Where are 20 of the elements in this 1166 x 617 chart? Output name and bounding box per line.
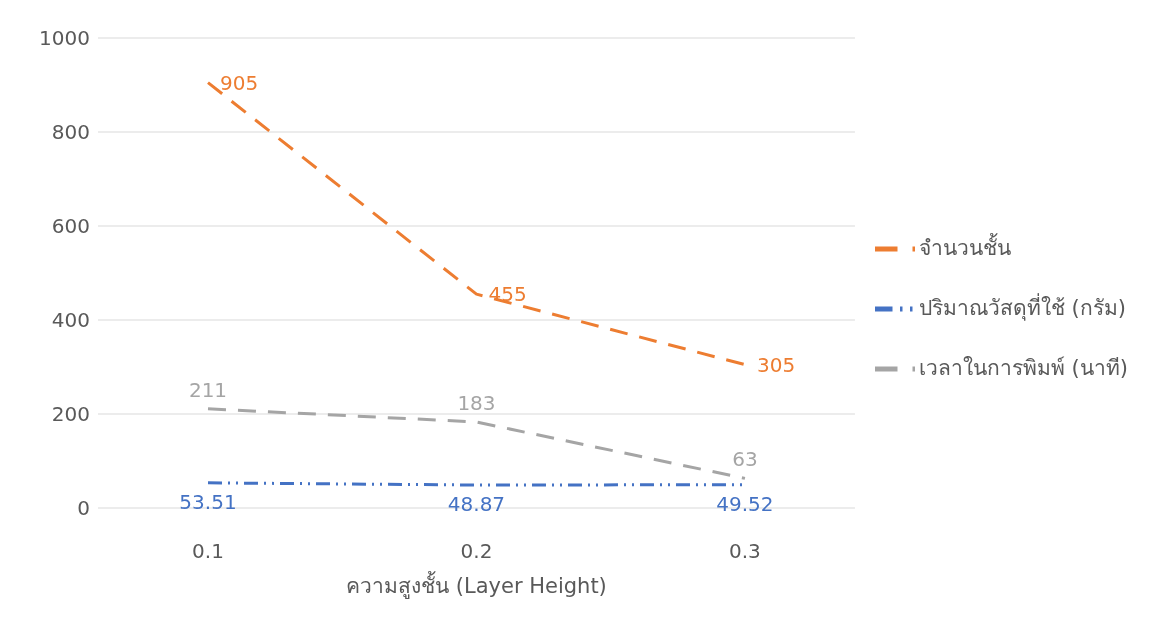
x-tick-label: 0.3 <box>729 539 761 564</box>
y-tick-label: 400 <box>51 308 90 333</box>
x-tick-label: 0.2 <box>460 539 493 564</box>
legend-label: เวลาในการพิมพ์ (นาที) <box>918 356 1128 380</box>
data-label: 48.87 <box>447 492 506 517</box>
y-tick-label: 200 <box>51 402 90 427</box>
data-label: 49.52 <box>716 491 774 516</box>
y-tick-label: 0 <box>77 496 90 521</box>
data-label: 211 <box>188 377 228 402</box>
x-tick-label: 0.1 <box>192 539 224 564</box>
y-tick-label: 600 <box>51 214 90 239</box>
y-tick-label: 1000 <box>39 26 90 51</box>
data-label: 183 <box>457 390 496 415</box>
data-label: 455 <box>488 282 527 307</box>
data-label: 53.51 <box>179 490 237 515</box>
y-tick-label: 800 <box>51 120 90 145</box>
data-label: 63 <box>732 447 758 472</box>
data-label: 905 <box>220 70 259 95</box>
x-axis-title: ความสูงชั้น (Layer Height) <box>346 571 607 599</box>
data-label: 305 <box>756 352 796 377</box>
